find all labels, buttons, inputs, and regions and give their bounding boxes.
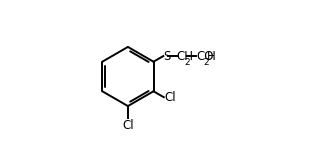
Text: S: S — [164, 50, 171, 63]
Text: Cl: Cl — [164, 91, 176, 104]
Text: CH: CH — [177, 50, 194, 63]
Text: Cl: Cl — [122, 119, 134, 132]
Text: 2: 2 — [204, 58, 209, 67]
Text: H: H — [207, 50, 215, 63]
Text: CO: CO — [196, 50, 213, 63]
Text: 2: 2 — [184, 58, 190, 67]
